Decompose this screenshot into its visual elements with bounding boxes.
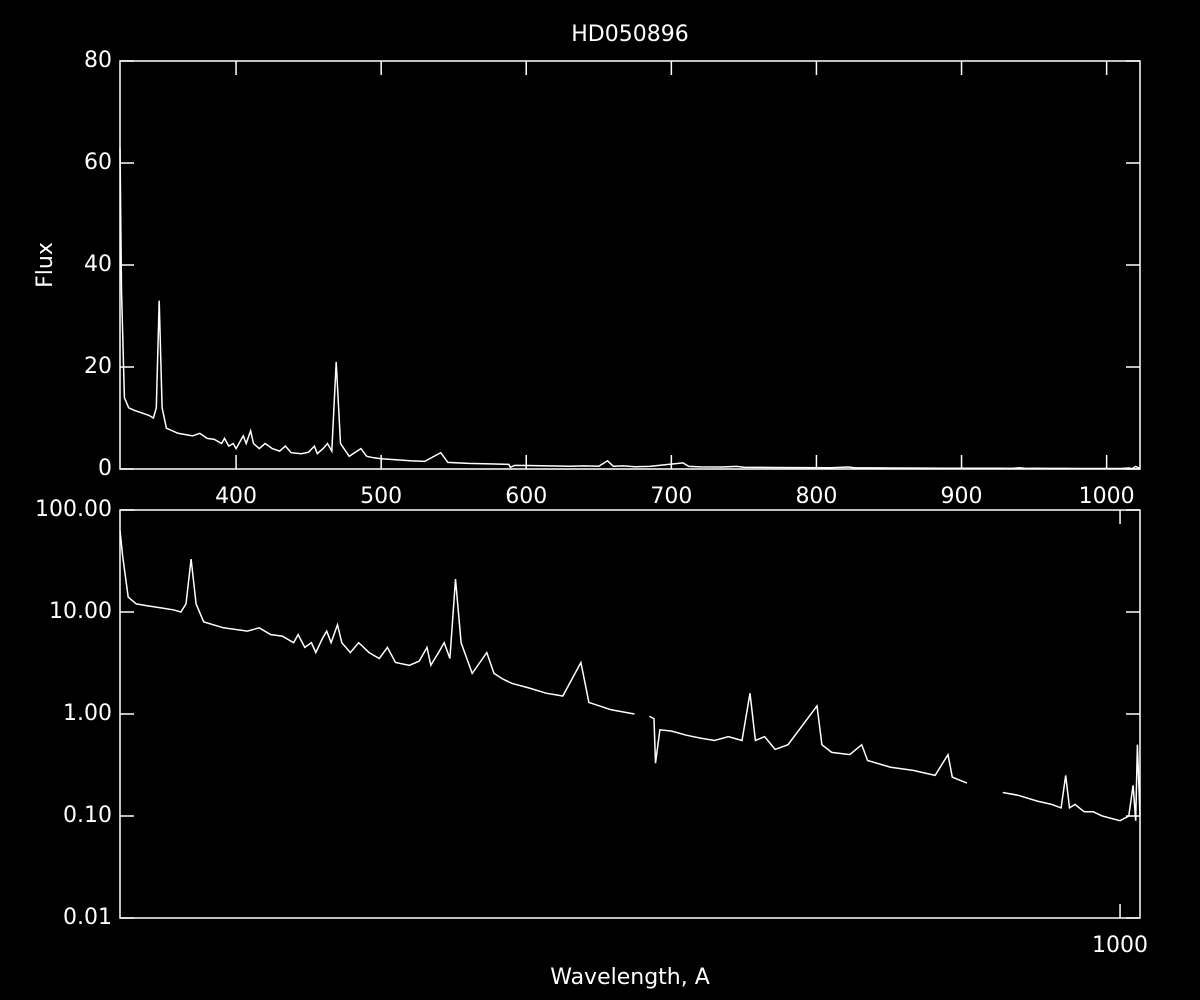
x-tick-label: 800 <box>795 484 837 509</box>
x-tick-label: 1000 <box>1079 484 1135 509</box>
spectrum-line <box>119 530 1141 822</box>
y-tick-label: 40 <box>84 252 112 277</box>
y-tick-label: 1.00 <box>63 701 112 726</box>
plot-frame <box>119 509 1141 919</box>
x-tick-label: 600 <box>505 484 547 509</box>
x-tick-label: 700 <box>650 484 692 509</box>
x-axis-label: Wavelength, A <box>550 965 710 990</box>
y-tick-label: 0.01 <box>63 905 112 930</box>
x-tick-label: 400 <box>215 484 257 509</box>
y-tick-label: 20 <box>84 354 112 379</box>
chart-title: HD050896 <box>571 22 688 47</box>
plot-frame <box>119 60 1141 470</box>
x-tick-label: 1000 <box>1092 933 1148 958</box>
y-tick-label: 0.10 <box>63 803 112 828</box>
y-tick-label: 10.00 <box>49 599 112 624</box>
y-axis-label: Flux <box>33 242 58 288</box>
y-tick-label: 60 <box>84 150 112 175</box>
y-tick-label: 80 <box>84 48 112 73</box>
y-tick-label: 100.00 <box>35 497 112 522</box>
x-tick-label: 500 <box>360 484 402 509</box>
spectrum-line <box>119 147 1141 470</box>
y-tick-label: 0 <box>98 456 112 481</box>
x-tick-label: 900 <box>941 484 983 509</box>
